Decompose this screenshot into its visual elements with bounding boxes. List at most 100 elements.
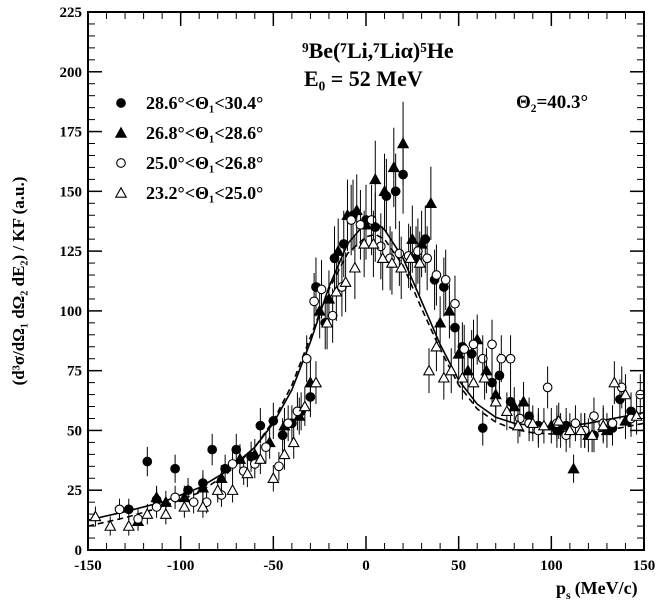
data-point [570,418,581,429]
data-point [468,339,479,350]
y-tick-label: 75 [67,364,82,380]
data-point [278,448,291,460]
data-point [630,409,643,421]
data-point [298,400,311,412]
data-points [89,101,646,536]
theta2-label: Θ₂=40.3° [516,92,588,113]
x-axis-label: ps (MeV/c) [556,578,638,602]
data-point [338,239,349,249]
data-point [254,452,267,464]
data-point [467,376,480,388]
data-point [320,316,334,328]
data-point [142,456,153,467]
data-point [378,185,391,197]
data-point [268,416,279,426]
data-point [261,442,271,453]
data-point [480,364,493,376]
data-point [597,419,610,431]
energy-label: E₀ = 52 MeV [304,66,423,91]
data-point [287,436,300,448]
data-point [607,418,618,429]
data-point [422,364,436,376]
x-tick-label: 0 [362,558,370,574]
data-point [450,298,460,309]
legend-label: 25.0°<Θ₁<26.8° [146,153,263,173]
data-point [123,504,134,515]
data-point [220,463,230,474]
data-point [346,215,357,225]
data-point [255,420,266,431]
data-point [274,461,284,472]
y-tick-label: 225 [60,5,83,21]
data-point [376,251,389,263]
data-point [616,382,627,393]
data-point [459,344,470,354]
data-point [437,371,450,383]
x-tick-label: -100 [167,558,195,574]
data-point [406,232,419,244]
data-point [316,284,327,295]
data-point [350,204,363,216]
legend-label: 26.8°<Θ₁<28.6° [146,123,263,143]
data-point [395,261,408,273]
data-point [151,502,162,512]
legend-marker [116,98,126,108]
data-point [369,173,382,185]
data-point [170,492,180,503]
data-point [241,467,254,479]
y-tick-label: 150 [60,184,83,200]
data-point [309,296,319,307]
data-point [585,428,599,440]
solid-fit-curve [87,221,645,521]
data-point [159,507,172,519]
data-point [196,500,210,512]
data-point [567,462,580,474]
data-point [207,444,218,455]
y-tick-label: 125 [60,244,83,260]
data-point [537,419,551,431]
data-point [332,244,345,256]
legend-marker [114,126,128,138]
x-tick-label: 150 [633,558,656,574]
y-tick-label: 25 [67,483,82,499]
data-point [122,519,135,531]
data-point [487,339,497,350]
x-axis-label-main: p [556,578,566,598]
data-point [327,310,338,321]
data-point [574,424,588,436]
data-point [330,285,343,297]
data-point [619,388,632,400]
data-point [348,261,362,273]
data-point [188,497,199,508]
data-point [104,519,117,531]
data-point [133,514,143,524]
data-point [517,395,530,407]
data-point [385,256,399,268]
legend-label: 28.6°<Θ₁<30.4° [146,93,263,113]
fit-curves [87,221,645,527]
data-point [505,353,516,364]
data-point [170,463,180,474]
dashed-fit-curve [87,233,645,527]
y-tick-label: 100 [60,304,83,320]
legend-marker [116,158,126,168]
data-point [461,364,475,376]
data-point [227,459,238,469]
data-point [452,347,465,359]
data-point [542,382,553,393]
data-point [301,353,312,364]
data-point [231,444,242,455]
data-point [404,251,417,263]
data-point [489,395,502,407]
data-point [422,253,433,264]
data-point [487,377,497,388]
data-point [367,237,380,249]
data-point [394,248,405,259]
data-point [114,504,125,515]
x-axis-label-sub: s [566,588,571,602]
data-point [358,237,371,249]
data-point [440,274,451,285]
data-point [494,370,505,381]
data-point [478,371,491,383]
